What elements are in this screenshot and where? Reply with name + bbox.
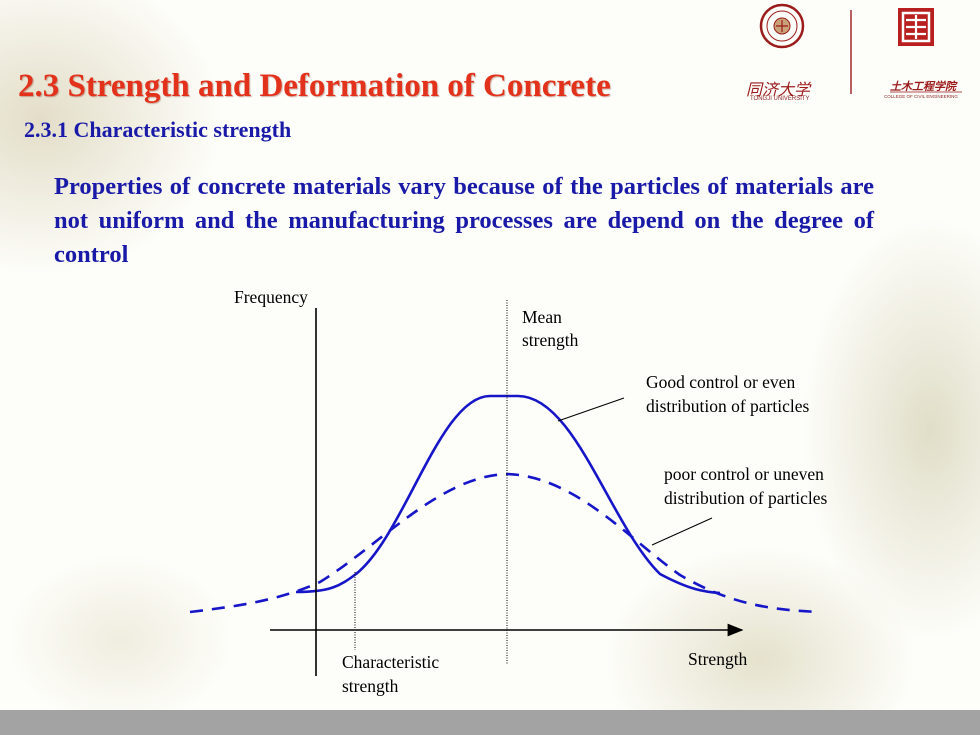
college-logo-icon: [898, 8, 934, 46]
college-name-logo: 土木工程学院: [890, 80, 956, 93]
x-axis-label: Strength: [688, 649, 748, 669]
mean-label-line2: strength: [522, 330, 579, 350]
characteristic-label-line2: strength: [342, 676, 399, 696]
good-control-curve: [295, 394, 721, 595]
mean-label-line1: Mean: [522, 307, 562, 327]
characteristic-label-line1: Characteristic: [342, 652, 439, 672]
college-caption: COLLEGE OF CIVIL ENGINEERING: [884, 94, 958, 99]
university-name-logo: 同济大学: [746, 80, 811, 99]
y-axis-label: Frequency: [234, 287, 308, 307]
poor-control-leader: [651, 517, 713, 546]
slide-title: 2.3 Strength and Deformation of Concrete: [18, 68, 611, 104]
good-control-label-line2: distribution of particles: [646, 396, 809, 416]
university-seal-icon: [759, 3, 805, 49]
good-control-label-line1: Good control or even: [646, 372, 795, 392]
intro-paragraph: Properties of concrete materials vary be…: [54, 173, 874, 268]
good-control-leader: [557, 397, 625, 422]
poor-control-label-line1: poor control or uneven: [664, 464, 824, 484]
header-logos: 同济大学 TONGJI UNIVERSITY 土木工程学院 COLLEGE OF…: [712, 2, 980, 102]
logo-graphics: [759, 3, 962, 94]
section-subtitle: 2.3.1 Characteristic strength: [24, 117, 292, 142]
university-caption: TONGJI UNIVERSITY: [750, 96, 810, 102]
bottom-bar: [0, 710, 980, 735]
poor-control-label-line2: distribution of particles: [664, 488, 827, 508]
